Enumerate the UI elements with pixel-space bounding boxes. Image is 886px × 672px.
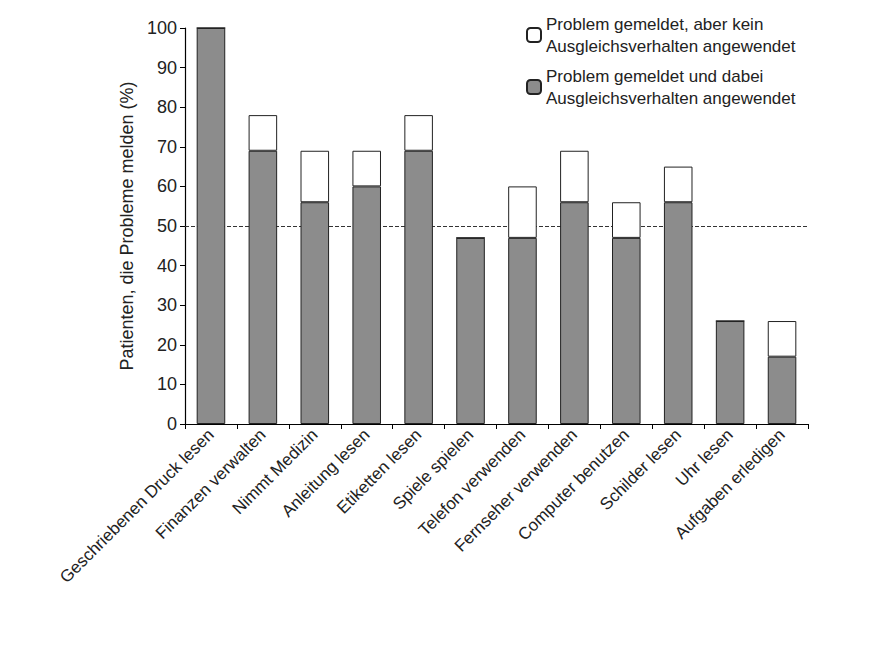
- svg-text:Problem gemeldet und dabei: Problem gemeldet und dabei: [546, 67, 768, 86]
- svg-text:90: 90: [157, 58, 177, 78]
- svg-text:Nimmt Medizin: Nimmt Medizin: [228, 425, 322, 519]
- svg-text:Patienten, die Probleme melden: Patienten, die Probleme melden (%): [117, 81, 137, 370]
- svg-text:Problem gemeldet, aber kein: Problem gemeldet, aber kein: [546, 15, 768, 34]
- svg-text:Ausgleichsverhalten angewendet: Ausgleichsverhalten angewendet: [546, 89, 796, 108]
- svg-text:50: 50: [157, 216, 177, 236]
- svg-text:30: 30: [157, 295, 177, 315]
- svg-text:10: 10: [157, 374, 177, 394]
- svg-text:100: 100: [147, 18, 177, 38]
- svg-text:40: 40: [157, 256, 177, 276]
- svg-text:Computer benutzen: Computer benutzen: [514, 425, 633, 545]
- svg-text:Ausgleichsverhalten angewendet: Ausgleichsverhalten angewendet: [546, 37, 796, 56]
- svg-text:Finanzen verwalten: Finanzen verwalten: [152, 425, 270, 543]
- svg-text:Etiketten lesen: Etiketten lesen: [333, 425, 426, 518]
- svg-text:0: 0: [167, 414, 177, 434]
- svg-text:80: 80: [157, 97, 177, 117]
- svg-text:20: 20: [157, 335, 177, 355]
- svg-text:Uhr lesen: Uhr lesen: [672, 425, 737, 491]
- svg-text:Fernseher verwenden: Fernseher verwenden: [450, 425, 582, 556]
- svg-text:Schilder lesen: Schilder lesen: [596, 425, 685, 514]
- svg-text:Geschriebenen Druck lesen: Geschriebenen Druck lesen: [56, 425, 218, 587]
- svg-text:70: 70: [157, 137, 177, 157]
- svg-text:Telefon verwenden: Telefon verwenden: [414, 425, 530, 540]
- svg-text:Aufgaben erledigen: Aufgaben erledigen: [671, 425, 789, 543]
- svg-text:60: 60: [157, 176, 177, 196]
- svg-text:Spiele spielen: Spiele spielen: [389, 425, 478, 514]
- svg-text:Anleitung lesen: Anleitung lesen: [278, 425, 374, 521]
